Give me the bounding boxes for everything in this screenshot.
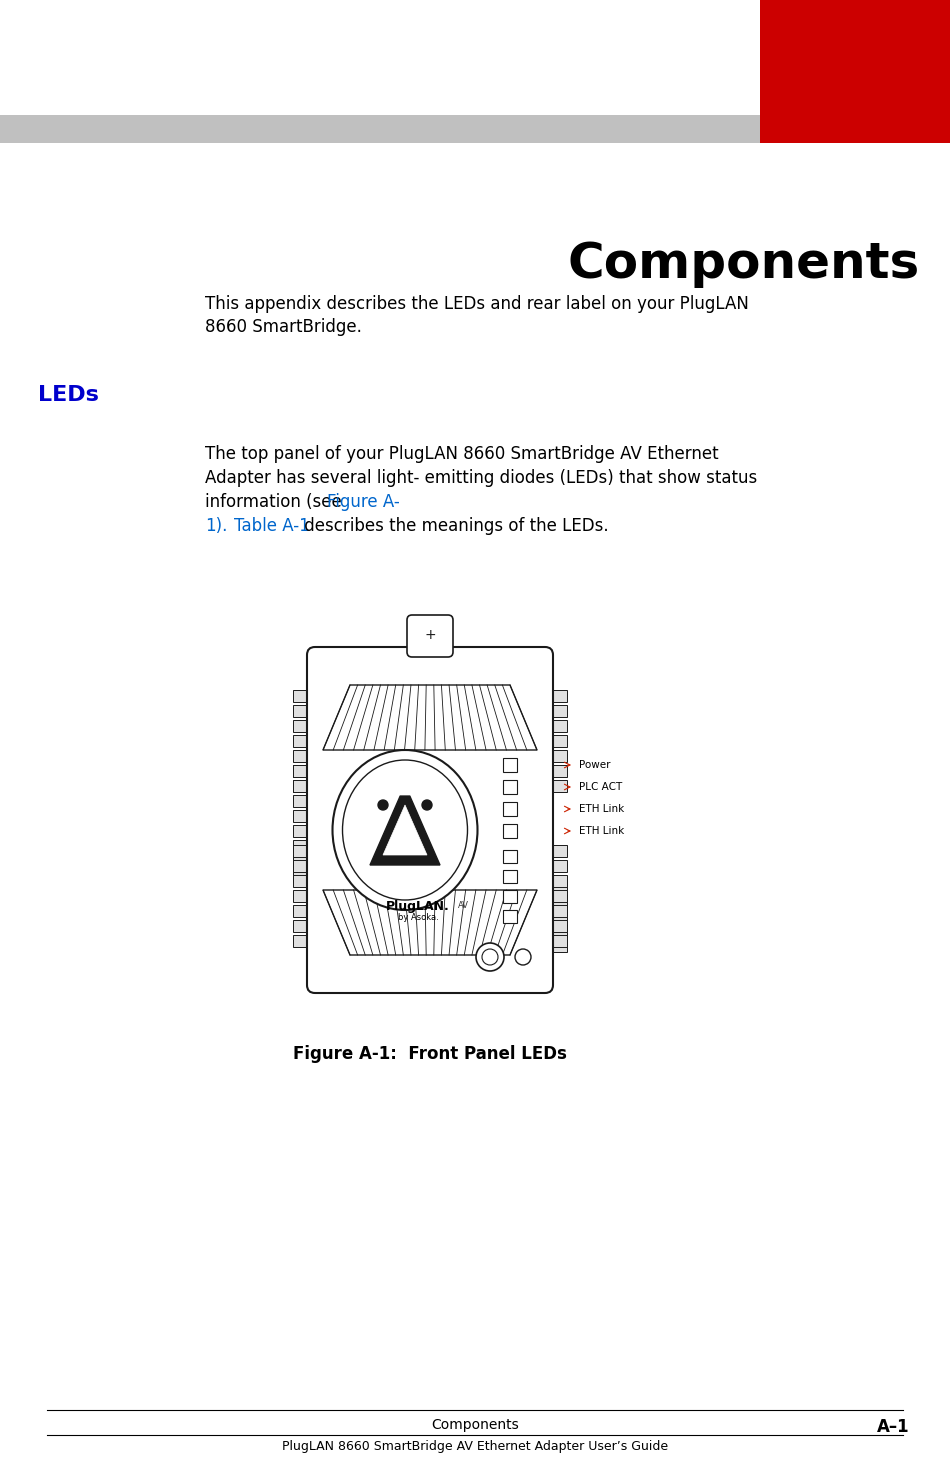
Ellipse shape	[332, 750, 478, 910]
Text: 8660 SmartBridge.: 8660 SmartBridge.	[205, 319, 362, 336]
Bar	[0, 115, 760, 142]
Bar	[293, 780, 315, 793]
Bar	[293, 840, 315, 851]
Bar	[545, 780, 567, 793]
Bar	[293, 735, 315, 747]
Bar	[545, 735, 567, 747]
Bar	[545, 910, 567, 922]
Bar	[293, 810, 315, 822]
Text: +: +	[425, 628, 436, 642]
Bar	[545, 920, 567, 932]
Text: describes the meanings of the LEDs.: describes the meanings of the LEDs.	[298, 517, 608, 534]
Bar	[293, 846, 315, 857]
Text: PlugLAN.: PlugLAN.	[386, 900, 450, 913]
Polygon shape	[323, 890, 537, 956]
FancyBboxPatch shape	[407, 615, 453, 658]
Bar	[503, 890, 517, 903]
Bar	[545, 940, 567, 953]
Bar	[293, 890, 315, 901]
Text: ETH Link: ETH Link	[579, 804, 624, 813]
Circle shape	[482, 948, 498, 964]
Bar	[545, 879, 567, 893]
Polygon shape	[323, 686, 537, 750]
Bar	[293, 920, 315, 932]
Text: The top panel of your PlugLAN 8660 SmartBridge AV Ethernet: The top panel of your PlugLAN 8660 Smart…	[205, 445, 718, 462]
Bar	[545, 890, 567, 901]
Bar	[293, 871, 315, 882]
Bar	[293, 750, 315, 762]
Bar	[545, 904, 567, 918]
Bar	[293, 904, 315, 918]
Text: PlugLAN 8660 SmartBridge AV Ethernet Adapter User’s Guide: PlugLAN 8660 SmartBridge AV Ethernet Ada…	[282, 1440, 668, 1453]
Bar	[293, 780, 315, 793]
FancyBboxPatch shape	[307, 647, 553, 992]
Bar	[293, 690, 315, 702]
Polygon shape	[395, 775, 415, 796]
Text: Components: Components	[431, 1418, 519, 1431]
Circle shape	[378, 800, 388, 810]
Text: Table A-1: Table A-1	[234, 517, 310, 534]
Text: ETH Link: ETH Link	[579, 826, 624, 835]
Text: 1).: 1).	[205, 517, 227, 534]
Bar	[503, 780, 517, 794]
Bar	[293, 705, 315, 716]
Polygon shape	[370, 785, 440, 865]
Bar	[293, 854, 315, 868]
Text: Components: Components	[568, 239, 920, 288]
Text: PLC ACT: PLC ACT	[579, 782, 622, 793]
Bar	[503, 910, 517, 923]
Bar	[545, 895, 567, 907]
Text: This appendix describes the LEDs and rear label on your PlugLAN: This appendix describes the LEDs and rea…	[205, 295, 749, 313]
Bar	[545, 719, 567, 733]
Bar	[545, 690, 567, 702]
Bar	[293, 935, 315, 947]
Ellipse shape	[343, 760, 467, 900]
Text: by Asoka.: by Asoka.	[398, 913, 438, 922]
Text: Figure A-: Figure A-	[328, 493, 400, 511]
Text: Adapter has several light- emitting diodes (LEDs) that show status: Adapter has several light- emitting diod…	[205, 468, 757, 487]
Bar	[503, 871, 517, 882]
Circle shape	[515, 948, 531, 964]
Bar	[293, 825, 315, 837]
Bar	[545, 935, 567, 947]
Circle shape	[476, 942, 504, 970]
Bar	[760, 115, 950, 142]
Bar	[293, 860, 315, 872]
Bar	[293, 765, 315, 777]
Text: Figure A-1:  Front Panel LEDs: Figure A-1: Front Panel LEDs	[293, 1045, 567, 1063]
Bar	[503, 802, 517, 816]
Bar	[503, 824, 517, 838]
Text: LEDs: LEDs	[38, 385, 99, 405]
Circle shape	[400, 800, 410, 810]
Bar	[545, 875, 567, 887]
Polygon shape	[383, 804, 427, 854]
Text: A–1: A–1	[878, 1418, 910, 1436]
Bar	[545, 846, 567, 857]
Bar	[545, 750, 567, 762]
Bar	[503, 850, 517, 863]
Bar	[293, 719, 315, 733]
Bar	[545, 925, 567, 937]
Text: information (see: information (see	[205, 493, 347, 511]
Bar	[760, 0, 950, 115]
Text: AV: AV	[458, 901, 469, 910]
Bar	[503, 757, 517, 772]
Bar	[545, 705, 567, 716]
Bar	[293, 875, 315, 887]
Bar	[545, 765, 567, 777]
Bar	[293, 765, 315, 777]
Bar	[545, 860, 567, 872]
Bar	[293, 796, 315, 807]
Circle shape	[422, 800, 432, 810]
Text: Power: Power	[579, 760, 611, 771]
